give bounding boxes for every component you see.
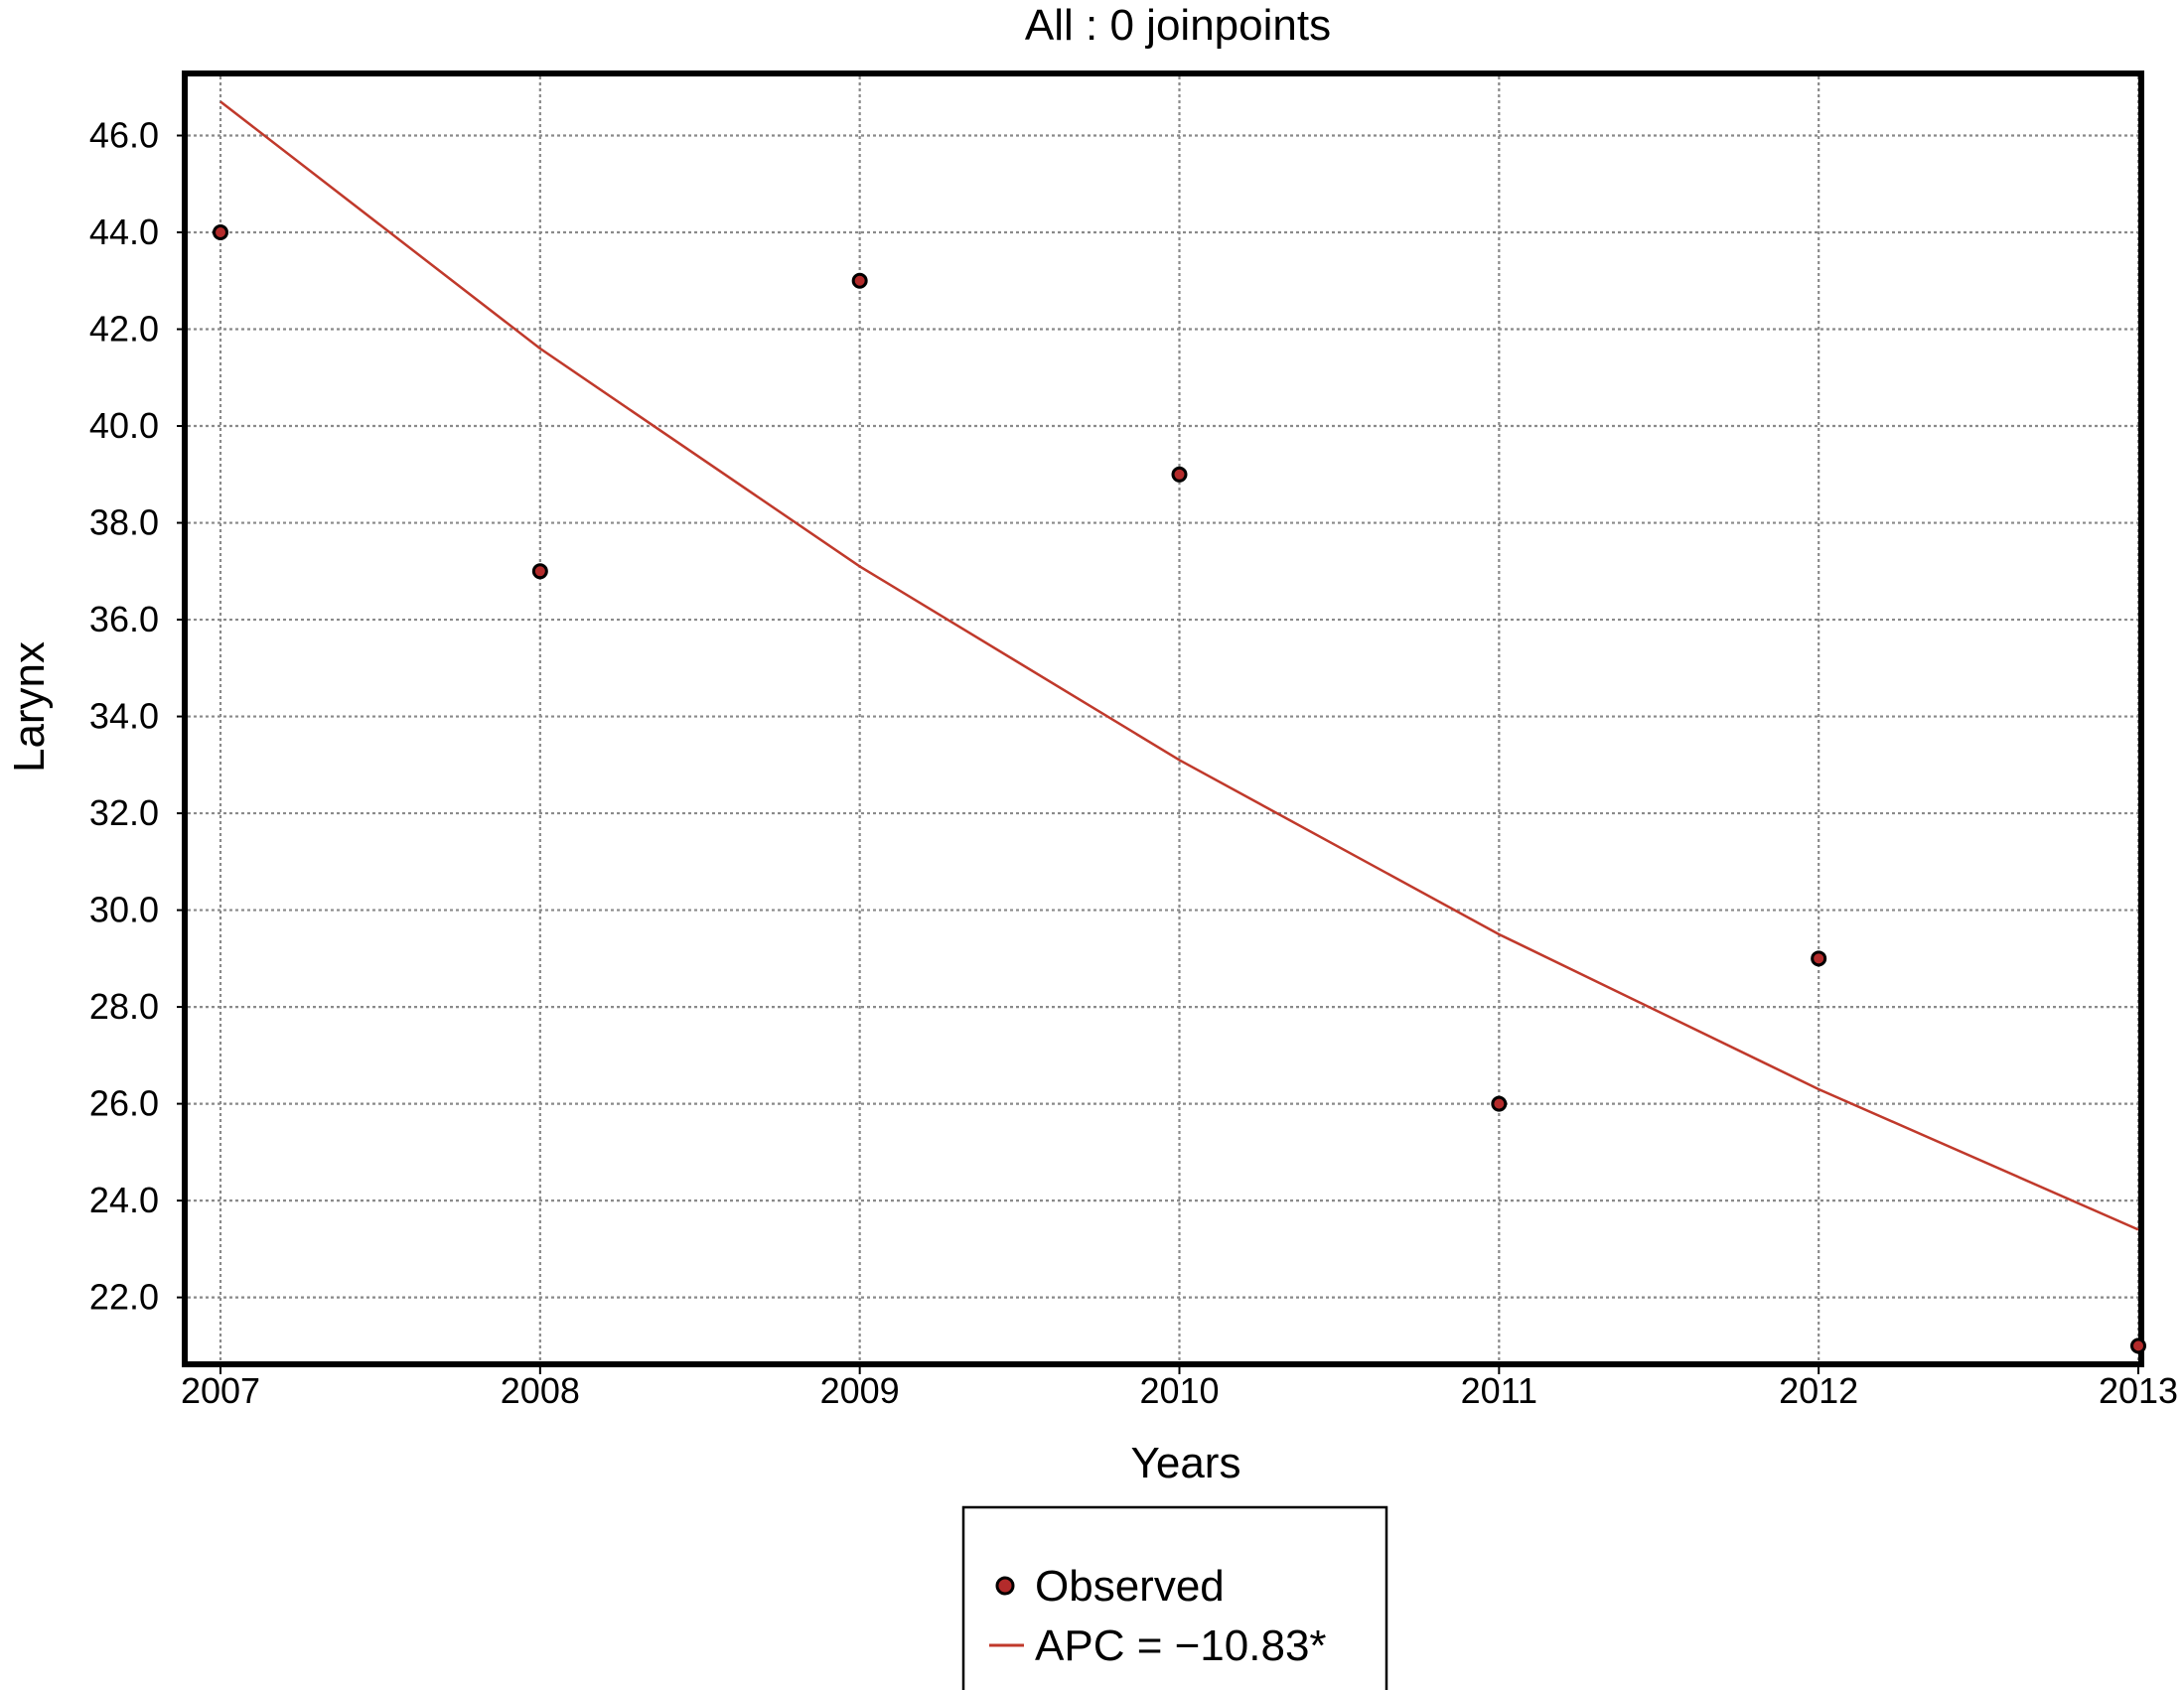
y-tick-label: 38.0	[89, 502, 159, 543]
x-axis-label: Years	[1131, 1439, 1241, 1487]
series-layer	[213, 100, 2146, 1354]
legend-apc-label: APC = −10.83*	[1035, 1621, 1327, 1670]
y-tick-label: 44.0	[89, 211, 159, 252]
observed-point	[1491, 1095, 1508, 1112]
plot-frame	[182, 70, 2144, 1367]
legend-observed-marker	[995, 1576, 1015, 1596]
y-tick-label: 40.0	[89, 405, 159, 446]
y-axis-ticks: 22.0 24.0 26.0 28.0 30.0 32.0 34.0 36.0 38.0 40.0…	[89, 115, 185, 1318]
observed-point	[531, 563, 548, 580]
observed-point	[213, 224, 228, 241]
apc-trend-line	[219, 100, 2139, 1231]
y-tick-label: 26.0	[89, 1083, 159, 1124]
x-tick-label: 2010	[1139, 1370, 1219, 1411]
observed-point	[1171, 466, 1188, 483]
x-tick-label: 2011	[1461, 1370, 1537, 1411]
legend-box	[961, 1505, 1388, 1690]
x-axis-ticks: 2007 2008 2009 2010 2011 2012 2013	[181, 1364, 2178, 1411]
observed-point	[1811, 950, 1827, 967]
legend-observed-label: Observed	[1035, 1562, 1225, 1611]
grid	[188, 76, 2140, 1361]
y-tick-label: 32.0	[89, 792, 159, 833]
y-tick-label: 30.0	[89, 890, 159, 930]
x-tick-label: 2013	[2099, 1370, 2178, 1411]
observed-point	[2130, 1338, 2146, 1354]
y-tick-label: 42.0	[89, 309, 159, 350]
observed-point	[851, 272, 868, 289]
legend: Observed APC = −10.83*	[961, 1505, 1388, 1690]
x-tick-label: 2008	[501, 1370, 580, 1411]
y-tick-label: 46.0	[89, 115, 159, 156]
x-tick-label: 2007	[181, 1370, 260, 1411]
y-axis-label: Larynx	[5, 641, 54, 773]
y-tick-label: 22.0	[89, 1277, 159, 1318]
y-tick-label: 24.0	[89, 1180, 159, 1220]
x-tick-label: 2009	[820, 1370, 900, 1411]
chart-title: All : 0 joinpoints	[1025, 1, 1331, 50]
y-tick-label: 36.0	[89, 599, 159, 639]
y-tick-label: 34.0	[89, 696, 159, 737]
x-tick-label: 2012	[1779, 1370, 1858, 1411]
y-tick-label: 28.0	[89, 986, 159, 1027]
